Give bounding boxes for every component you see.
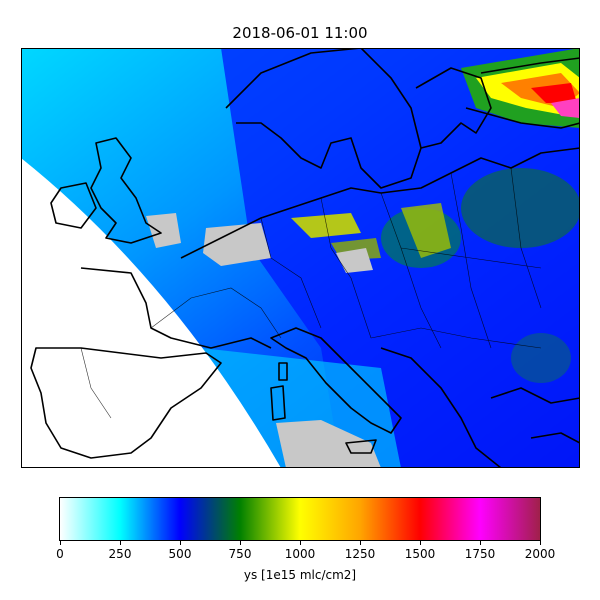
colorbar-tick-label: 1250 [344,547,376,561]
colorbar-tick-label: 2000 [524,547,556,561]
colorbar-tick-label: 1500 [404,547,436,561]
satellite-map [21,48,580,468]
missing-data-uk [146,213,181,248]
colorbar-ticks: 0 250 500 750 1000 1250 1500 1750 2000 [56,540,555,564]
country-borders [80,167,542,419]
missing-data-south [276,420,381,468]
colorbar-tick [420,540,421,545]
map-frame [21,48,580,468]
colorbar-tick-label: 1750 [464,547,496,561]
colorbar [59,497,541,541]
colorbar-tick-label: 0 [56,547,64,561]
field-green-balkan [511,333,571,383]
colorbar-tick [120,540,121,545]
colorbar-tick [180,540,181,545]
missing-data-central [336,248,373,273]
colorbar-tick-label: 1000 [284,547,316,561]
missing-data-france-north [203,223,271,266]
colorbar-tick [240,540,241,545]
colorbar-tick-label: 500 [168,547,192,561]
map-title: 2018-06-01 11:00 [232,24,368,42]
colorbar-tick [300,540,301,545]
colorbar-tick [60,540,61,545]
colorbar-tick [360,540,361,545]
colorbar-tick [540,540,541,545]
colorbar-tick-label: 750 [228,547,252,561]
colorbar-tick [480,540,481,545]
field-green-east [461,168,580,248]
colorbar-label: ys [1e15 mlc/cm2] [243,568,357,582]
colorbar-tick-label: 250 [108,547,132,561]
no-coverage-region [21,158,281,468]
